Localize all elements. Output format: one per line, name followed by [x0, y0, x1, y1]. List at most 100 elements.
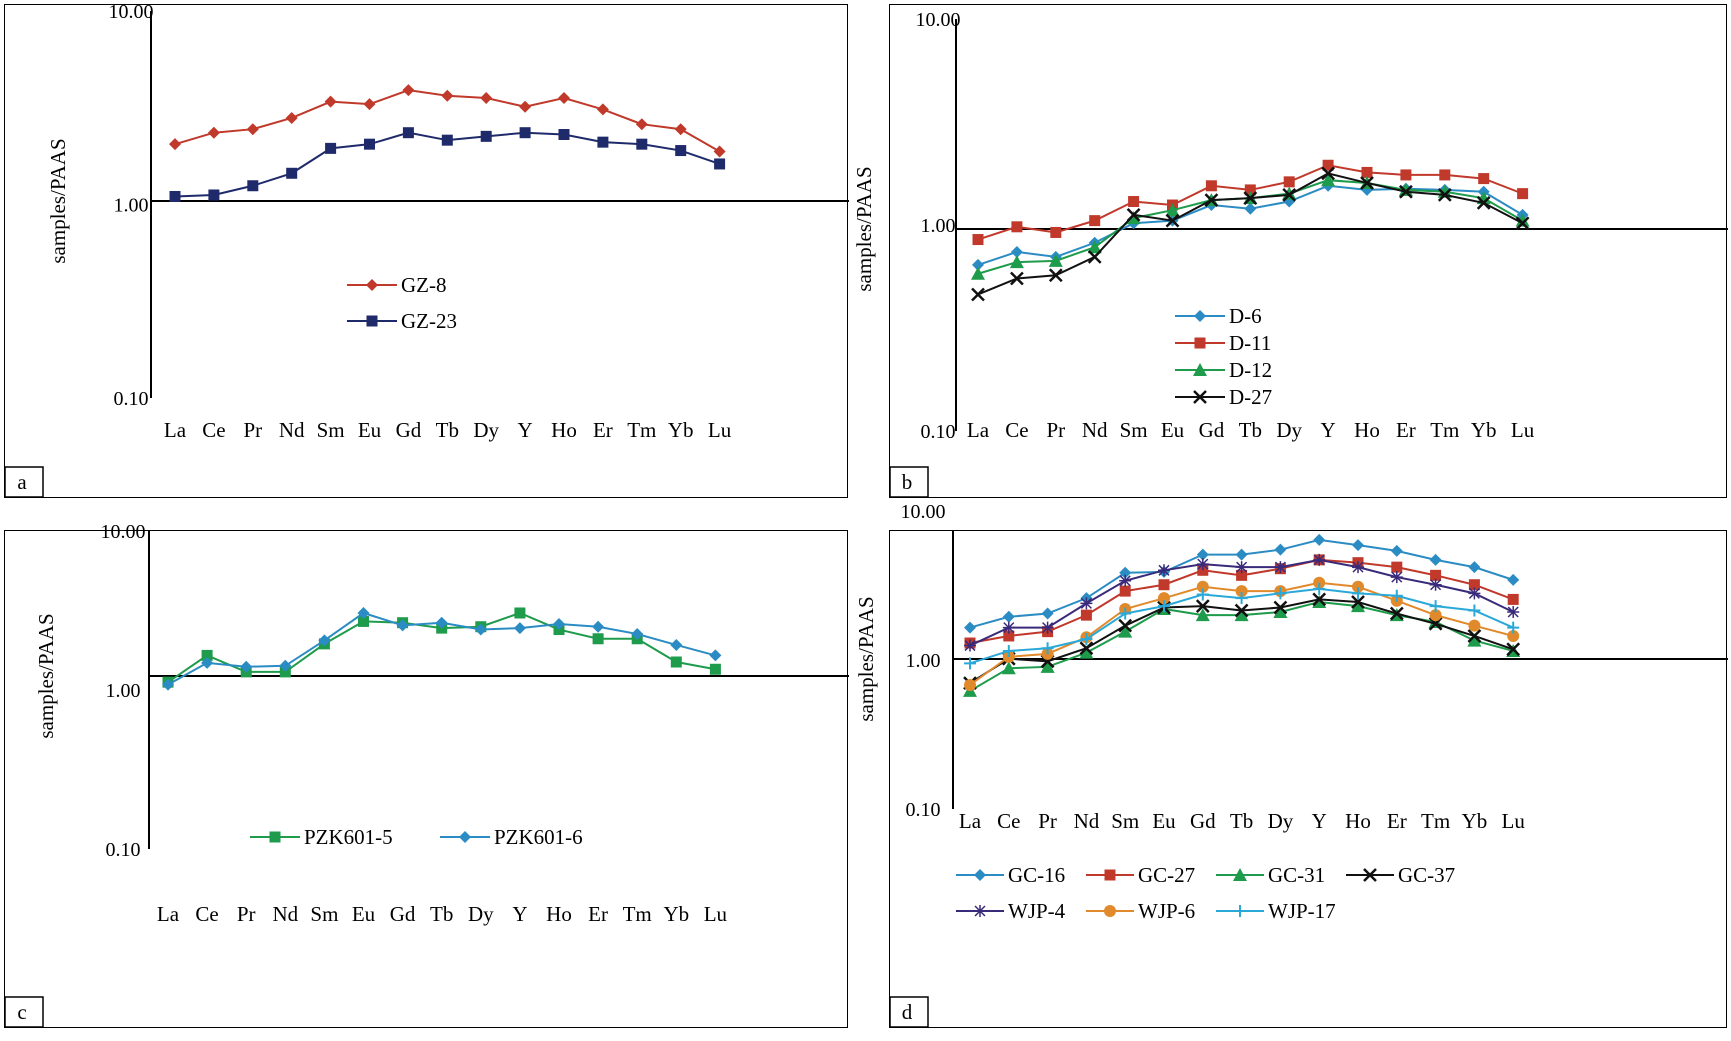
data-point [1429, 578, 1442, 591]
legend-label: PZK601-6 [494, 825, 583, 849]
legend-marker [1233, 868, 1247, 881]
y-tick-label: 0.10 [114, 388, 149, 410]
data-point [1195, 608, 1210, 622]
data-point [1468, 619, 1481, 632]
data-point [1274, 561, 1287, 574]
data-point [519, 100, 532, 113]
data-point [636, 138, 648, 150]
data-point [1467, 633, 1482, 647]
data-point [246, 123, 259, 136]
data-point [1080, 633, 1093, 646]
data-point [1087, 240, 1102, 254]
data-point [1002, 610, 1015, 623]
data-point [1312, 595, 1327, 609]
data-point [357, 606, 370, 619]
data-point [162, 678, 174, 691]
data-point [1205, 180, 1217, 192]
data-point [1468, 587, 1481, 600]
x-tick-label: Sm [310, 902, 338, 926]
data-point [169, 138, 181, 151]
x-tick-label: Er [1396, 418, 1416, 442]
legend-marker [1363, 868, 1377, 882]
data-point [1158, 564, 1170, 577]
data-point [1235, 548, 1248, 561]
data-point [964, 678, 976, 691]
data-point [402, 127, 414, 139]
x-tick-label: Dy [1276, 418, 1302, 442]
data-point [208, 189, 220, 201]
data-point [1235, 585, 1248, 598]
legend-marker [1193, 363, 1207, 376]
series-gz-23 [169, 127, 726, 202]
data-point [1119, 574, 1132, 587]
data-point [1234, 608, 1249, 622]
data-point [1515, 216, 1530, 231]
y-tick-label: 1.00 [906, 650, 941, 672]
data-point [1476, 196, 1491, 210]
data-point [1118, 618, 1133, 633]
x-tick-label: Er [588, 902, 608, 926]
x-tick-label: Tb [430, 902, 453, 926]
x-tick-label: Nd [1082, 418, 1108, 442]
data-point [1313, 553, 1326, 566]
data-point [1321, 166, 1335, 181]
x-tick-label: La [967, 418, 990, 442]
data-point [1313, 533, 1326, 546]
y-tick-label: 10.00 [916, 9, 961, 31]
data-point [964, 621, 976, 634]
data-point [1236, 569, 1248, 581]
x-tick-label: Lu [1511, 418, 1535, 442]
data-point [1352, 539, 1364, 552]
panel-letter: d [902, 1000, 913, 1024]
data-point [1437, 188, 1452, 202]
legend-entry: GC-37 [1346, 863, 1455, 887]
y-tick-label: 1.00 [106, 680, 141, 702]
x-tick-label: Sm [1120, 418, 1148, 442]
panel-letter-box [889, 466, 929, 498]
data-point [480, 92, 493, 105]
data-point [402, 84, 415, 97]
legend-entry: D-27 [1175, 385, 1272, 409]
x-tick-label: Ce [997, 809, 1020, 833]
y-tick-label: 1.00 [921, 215, 956, 237]
legend-marker [974, 905, 986, 917]
data-point [553, 618, 565, 631]
legend-label: GC-16 [1008, 863, 1065, 887]
x-tick-label: Yb [668, 418, 694, 442]
data-point [514, 607, 526, 619]
data-point [972, 258, 984, 271]
data-point [286, 167, 298, 179]
x-tick-label: Ho [551, 418, 577, 442]
data-point [675, 145, 687, 157]
legend-entry: D-6 [1175, 304, 1262, 328]
y-axis-label: samples/PAAS [46, 138, 70, 263]
x-tick-label: Ho [1345, 809, 1371, 833]
data-point [1430, 569, 1442, 581]
data-point [674, 123, 687, 136]
data-point [1011, 221, 1023, 233]
legend-marker [974, 869, 986, 881]
data-point [592, 633, 604, 645]
legend-marker [1104, 905, 1116, 917]
chart-panel-b: 10.00 1.00 0.10 samples/PAAS La Ce Pr Nd Sm Eu Gd T… [852, 4, 1728, 498]
x-tick-label: Tm [623, 902, 652, 926]
data-point [592, 620, 605, 633]
data-point [1282, 186, 1297, 200]
data-point [1428, 616, 1443, 631]
data-point [363, 98, 376, 111]
x-tick-label: La [157, 902, 180, 926]
data-point [670, 638, 683, 651]
chart-b-svg: 10.00 1.00 0.10 samples/PAAS La Ce Pr Nd Sm Eu Gd T… [852, 9, 1728, 498]
data-point [1429, 600, 1442, 613]
legend-marker [1194, 310, 1206, 322]
data-point [441, 89, 454, 102]
data-point [1080, 609, 1092, 621]
series-wjp-4 [964, 553, 1520, 652]
legend-entry: D-12 [1175, 358, 1272, 382]
x-tick-label: La [959, 809, 982, 833]
data-point [1079, 645, 1094, 659]
y-tick-label: 10.00 [901, 501, 946, 523]
legend-label: GZ-8 [401, 273, 447, 297]
series-gc-37 [963, 592, 1521, 690]
panel-letter: a [17, 470, 27, 494]
